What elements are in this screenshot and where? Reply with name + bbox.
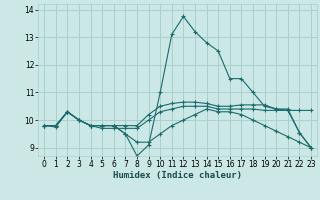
X-axis label: Humidex (Indice chaleur): Humidex (Indice chaleur) xyxy=(113,171,242,180)
